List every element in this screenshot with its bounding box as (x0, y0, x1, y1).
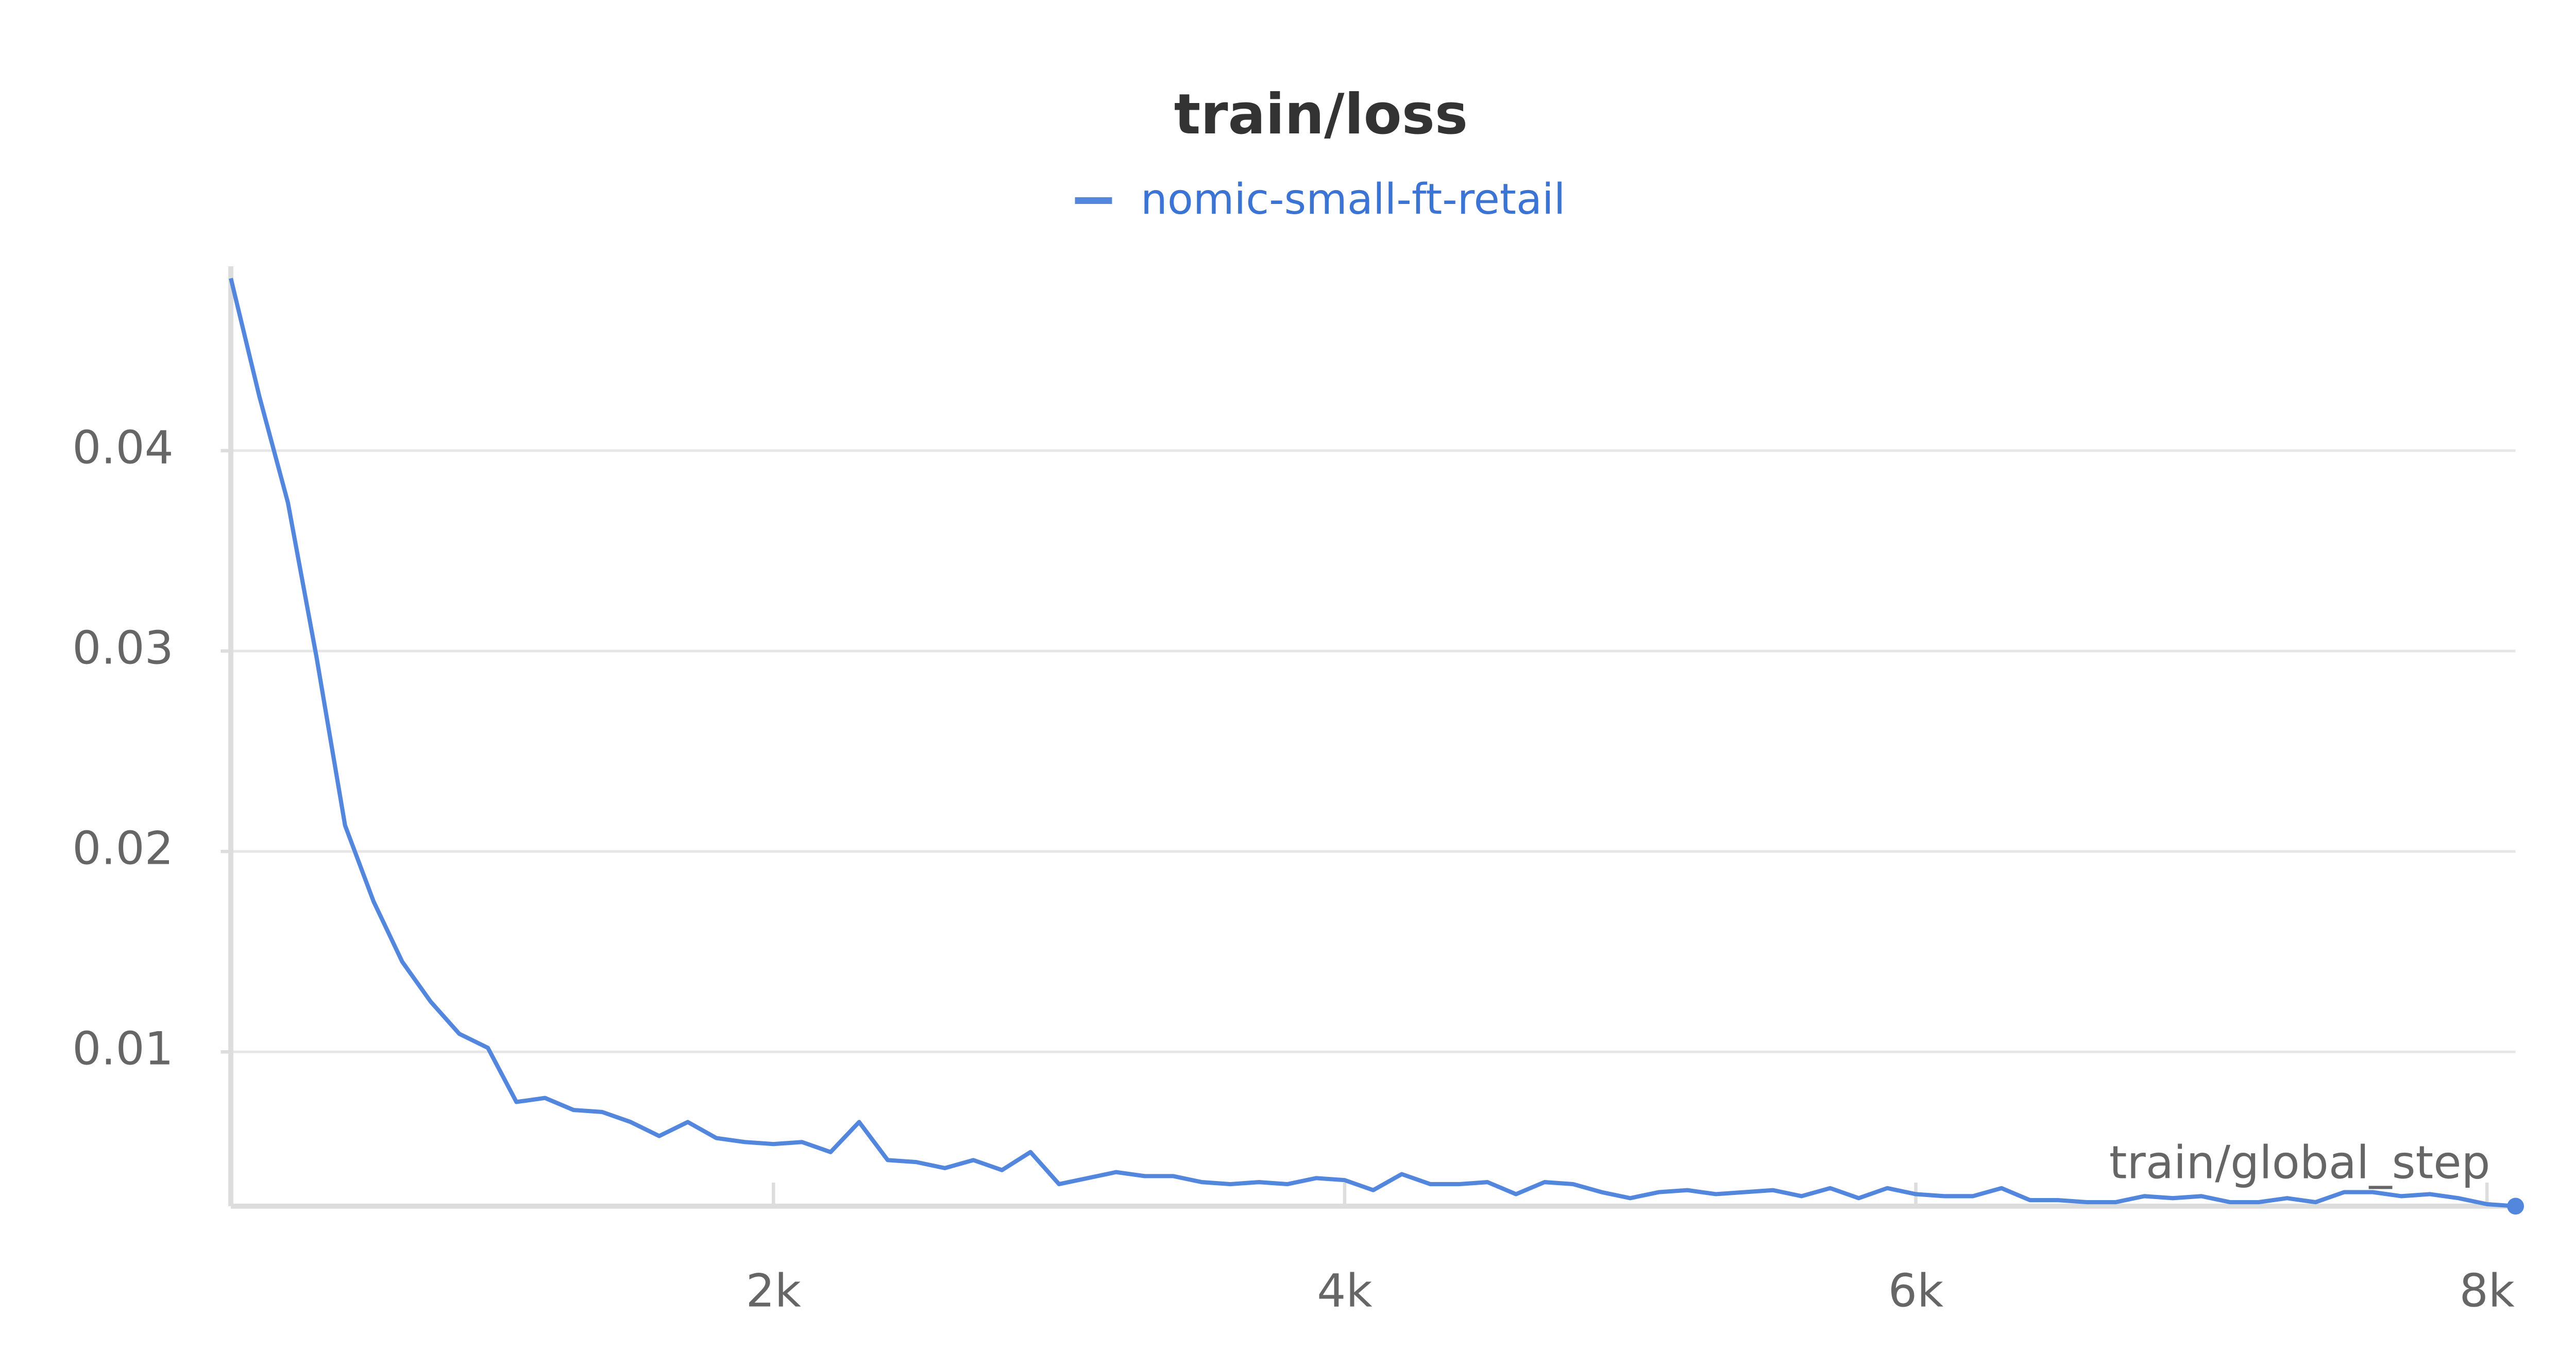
y-tick-label: 0.03 (72, 621, 174, 674)
x-axis-label: train/global_step (2109, 1136, 2490, 1189)
x-tick-label: 8k (2460, 1264, 2515, 1317)
y-tick-label: 0.02 (72, 822, 174, 875)
legend-label: nomic-small-ft-retail (1141, 175, 1565, 224)
chart-title: train/loss (1174, 82, 1468, 147)
x-tick-label: 4k (1317, 1264, 1372, 1317)
x-tick-label: 2k (746, 1264, 801, 1317)
y-tick-label: 0.04 (72, 421, 174, 474)
x-tick-label: 6k (1888, 1264, 1943, 1317)
line (229, 278, 2516, 1208)
end-point (2507, 1198, 2524, 1215)
y-tick-label: 0.01 (72, 1022, 174, 1075)
